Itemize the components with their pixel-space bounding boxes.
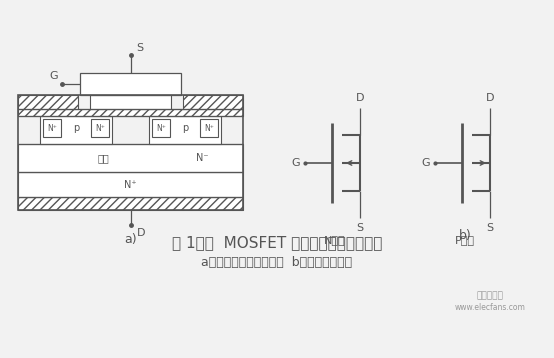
Text: G: G	[422, 158, 430, 168]
Text: G: G	[291, 158, 300, 168]
Text: S: S	[486, 223, 494, 233]
Text: 电子发烧友: 电子发烧友	[476, 291, 504, 300]
Text: www.elecfans.com: www.elecfans.com	[455, 304, 525, 313]
Bar	[43, 119, 61, 137]
Bar	[18, 95, 78, 109]
Text: N⁺: N⁺	[47, 124, 57, 132]
Text: 图 1功率  MOSFET 的结构和电气图形符号: 图 1功率 MOSFET 的结构和电气图形符号	[172, 236, 382, 251]
Text: S: S	[356, 223, 363, 233]
Text: a）内部结构断面示意图  b）电气图形符号: a）内部结构断面示意图 b）电气图形符号	[202, 256, 352, 270]
Text: S: S	[136, 43, 143, 53]
Bar	[40, 116, 112, 144]
Text: b): b)	[459, 228, 471, 242]
Text: N⁻: N⁻	[196, 153, 209, 163]
Text: N⁺: N⁺	[124, 179, 137, 189]
Bar	[18, 109, 243, 116]
Text: a): a)	[124, 233, 137, 247]
Text: p: p	[73, 123, 79, 133]
Bar	[90, 95, 171, 109]
Bar	[18, 95, 243, 210]
Text: D: D	[486, 93, 494, 103]
Text: D: D	[136, 228, 145, 238]
Text: G: G	[49, 71, 58, 81]
Bar	[149, 116, 221, 144]
Bar	[152, 119, 170, 137]
Text: D: D	[356, 93, 364, 103]
Text: N⁺: N⁺	[156, 124, 166, 132]
Bar	[18, 144, 243, 172]
Text: N⁺: N⁺	[95, 124, 105, 132]
Text: p: p	[182, 123, 188, 133]
Bar	[200, 119, 218, 137]
Bar	[91, 119, 109, 137]
Text: N⁺: N⁺	[204, 124, 214, 132]
Text: N沟道: N沟道	[324, 235, 346, 245]
Text: P沟道: P沟道	[455, 235, 475, 245]
Text: 沟道: 沟道	[98, 153, 109, 163]
Bar	[80, 73, 181, 95]
Bar	[18, 172, 243, 197]
Bar	[183, 95, 243, 109]
Bar	[18, 197, 243, 210]
